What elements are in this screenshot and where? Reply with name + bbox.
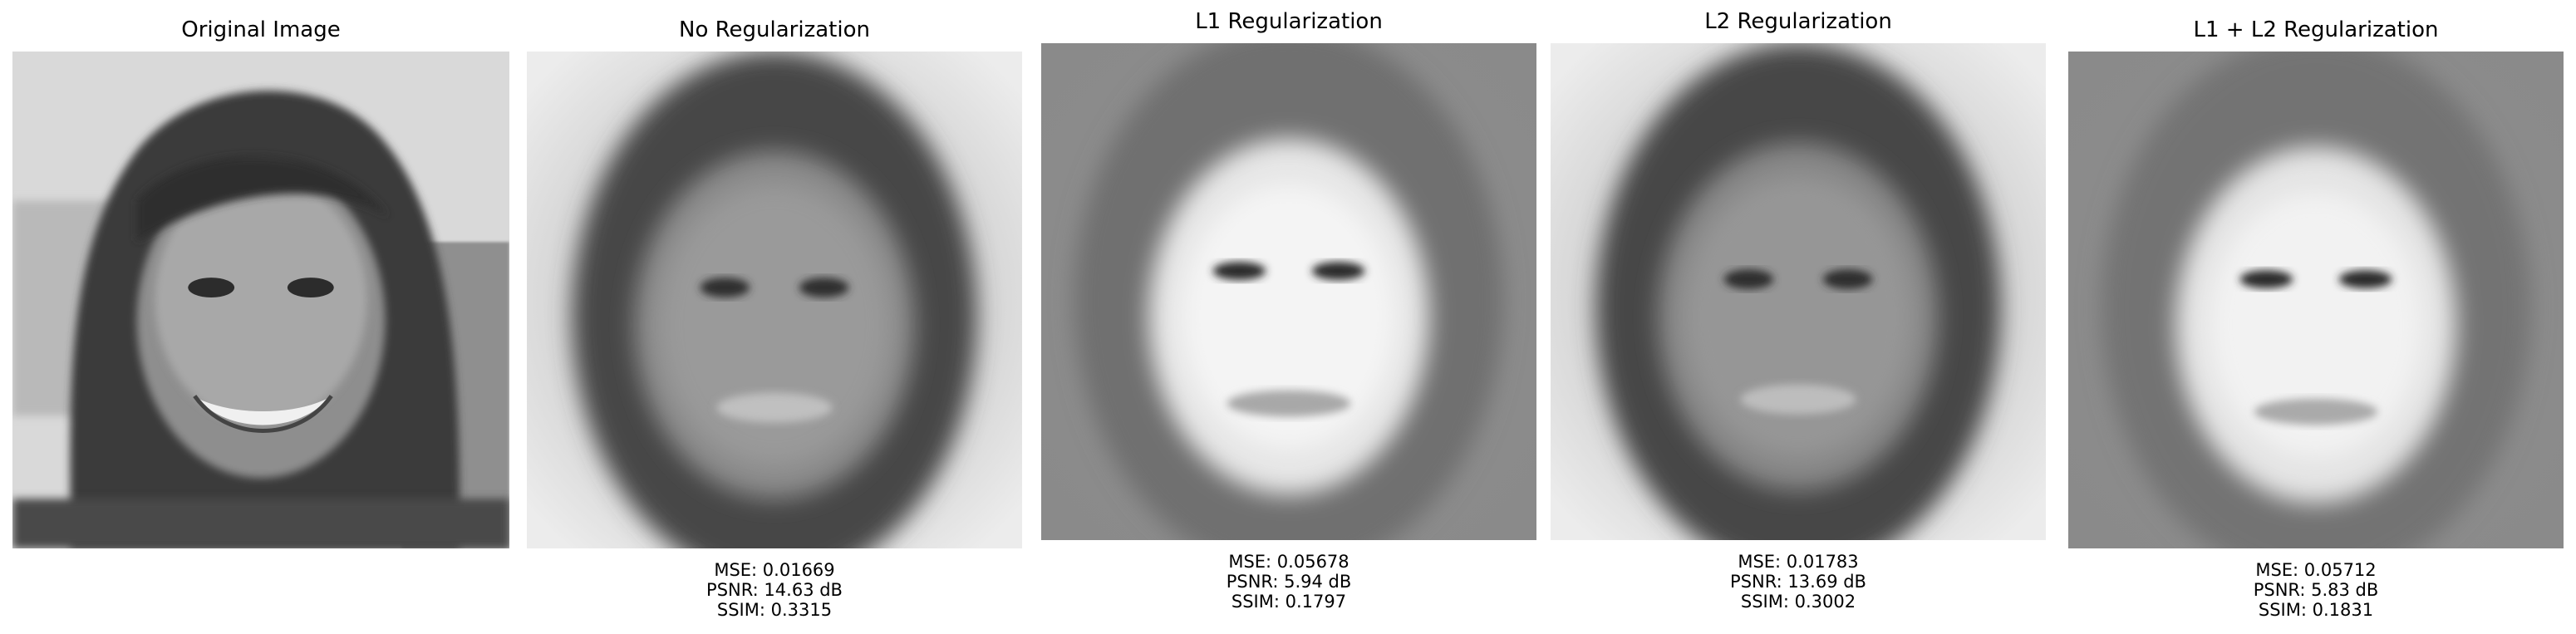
ssim-value: SSIM: 0.1797: [1231, 592, 1347, 612]
mse-value: MSE: 0.05712: [2255, 560, 2377, 580]
psnr-value: PSNR: 14.63 dB: [706, 580, 843, 600]
panel-title: L2 Regularization: [1704, 9, 1892, 34]
mse-value: MSE: 0.05678: [1228, 552, 1349, 572]
panel-l2-regularization: L2 Regularization MSE: 0.01783 PSNR: 13.…: [1551, 7, 2046, 622]
metrics-block: MSE: 0.05712 PSNR: 5.83 dB SSIM: 0.1831: [2068, 560, 2564, 620]
mse-value: MSE: 0.01669: [714, 560, 835, 580]
reconstruction-image: [2068, 52, 2564, 548]
metrics-block: MSE: 0.01669 PSNR: 14.63 dB SSIM: 0.3315: [527, 560, 1022, 620]
ssim-value: SSIM: 0.3315: [716, 600, 833, 620]
panel-title: Original Image: [181, 17, 341, 42]
mse-value: MSE: 0.01783: [1738, 552, 1859, 572]
ssim-value: SSIM: 0.1831: [2258, 600, 2374, 620]
panel-title: L1 + L2 Regularization: [2193, 17, 2439, 42]
panel-original: Original Image: [12, 15, 509, 548]
panel-l1-l2-regularization: L1 + L2 Regularization MSE: 0.05712 PSNR…: [2068, 15, 2564, 630]
panel-title: L1 Regularization: [1195, 9, 1383, 34]
ssim-value: SSIM: 0.3002: [1740, 592, 1856, 612]
psnr-value: PSNR: 5.94 dB: [1226, 572, 1352, 592]
panel-l1-regularization: L1 Regularization MSE: 0.05678 PSNR: 5.9…: [1041, 7, 1536, 622]
panel-no-regularization: No Regularization MSE: 0.01669 PSNR: 14.…: [527, 15, 1022, 630]
reconstruction-image: [1551, 43, 2046, 540]
psnr-value: PSNR: 13.69 dB: [1730, 572, 1866, 592]
panel-title: No Regularization: [679, 17, 870, 42]
reconstruction-image: [1041, 43, 1536, 540]
metrics-block: MSE: 0.05678 PSNR: 5.94 dB SSIM: 0.1797: [1041, 552, 1536, 612]
reconstruction-image: [527, 52, 1022, 548]
metrics-block: MSE: 0.01783 PSNR: 13.69 dB SSIM: 0.3002: [1551, 552, 2046, 612]
original-face-image: [12, 52, 509, 548]
psnr-value: PSNR: 5.83 dB: [2253, 580, 2379, 600]
